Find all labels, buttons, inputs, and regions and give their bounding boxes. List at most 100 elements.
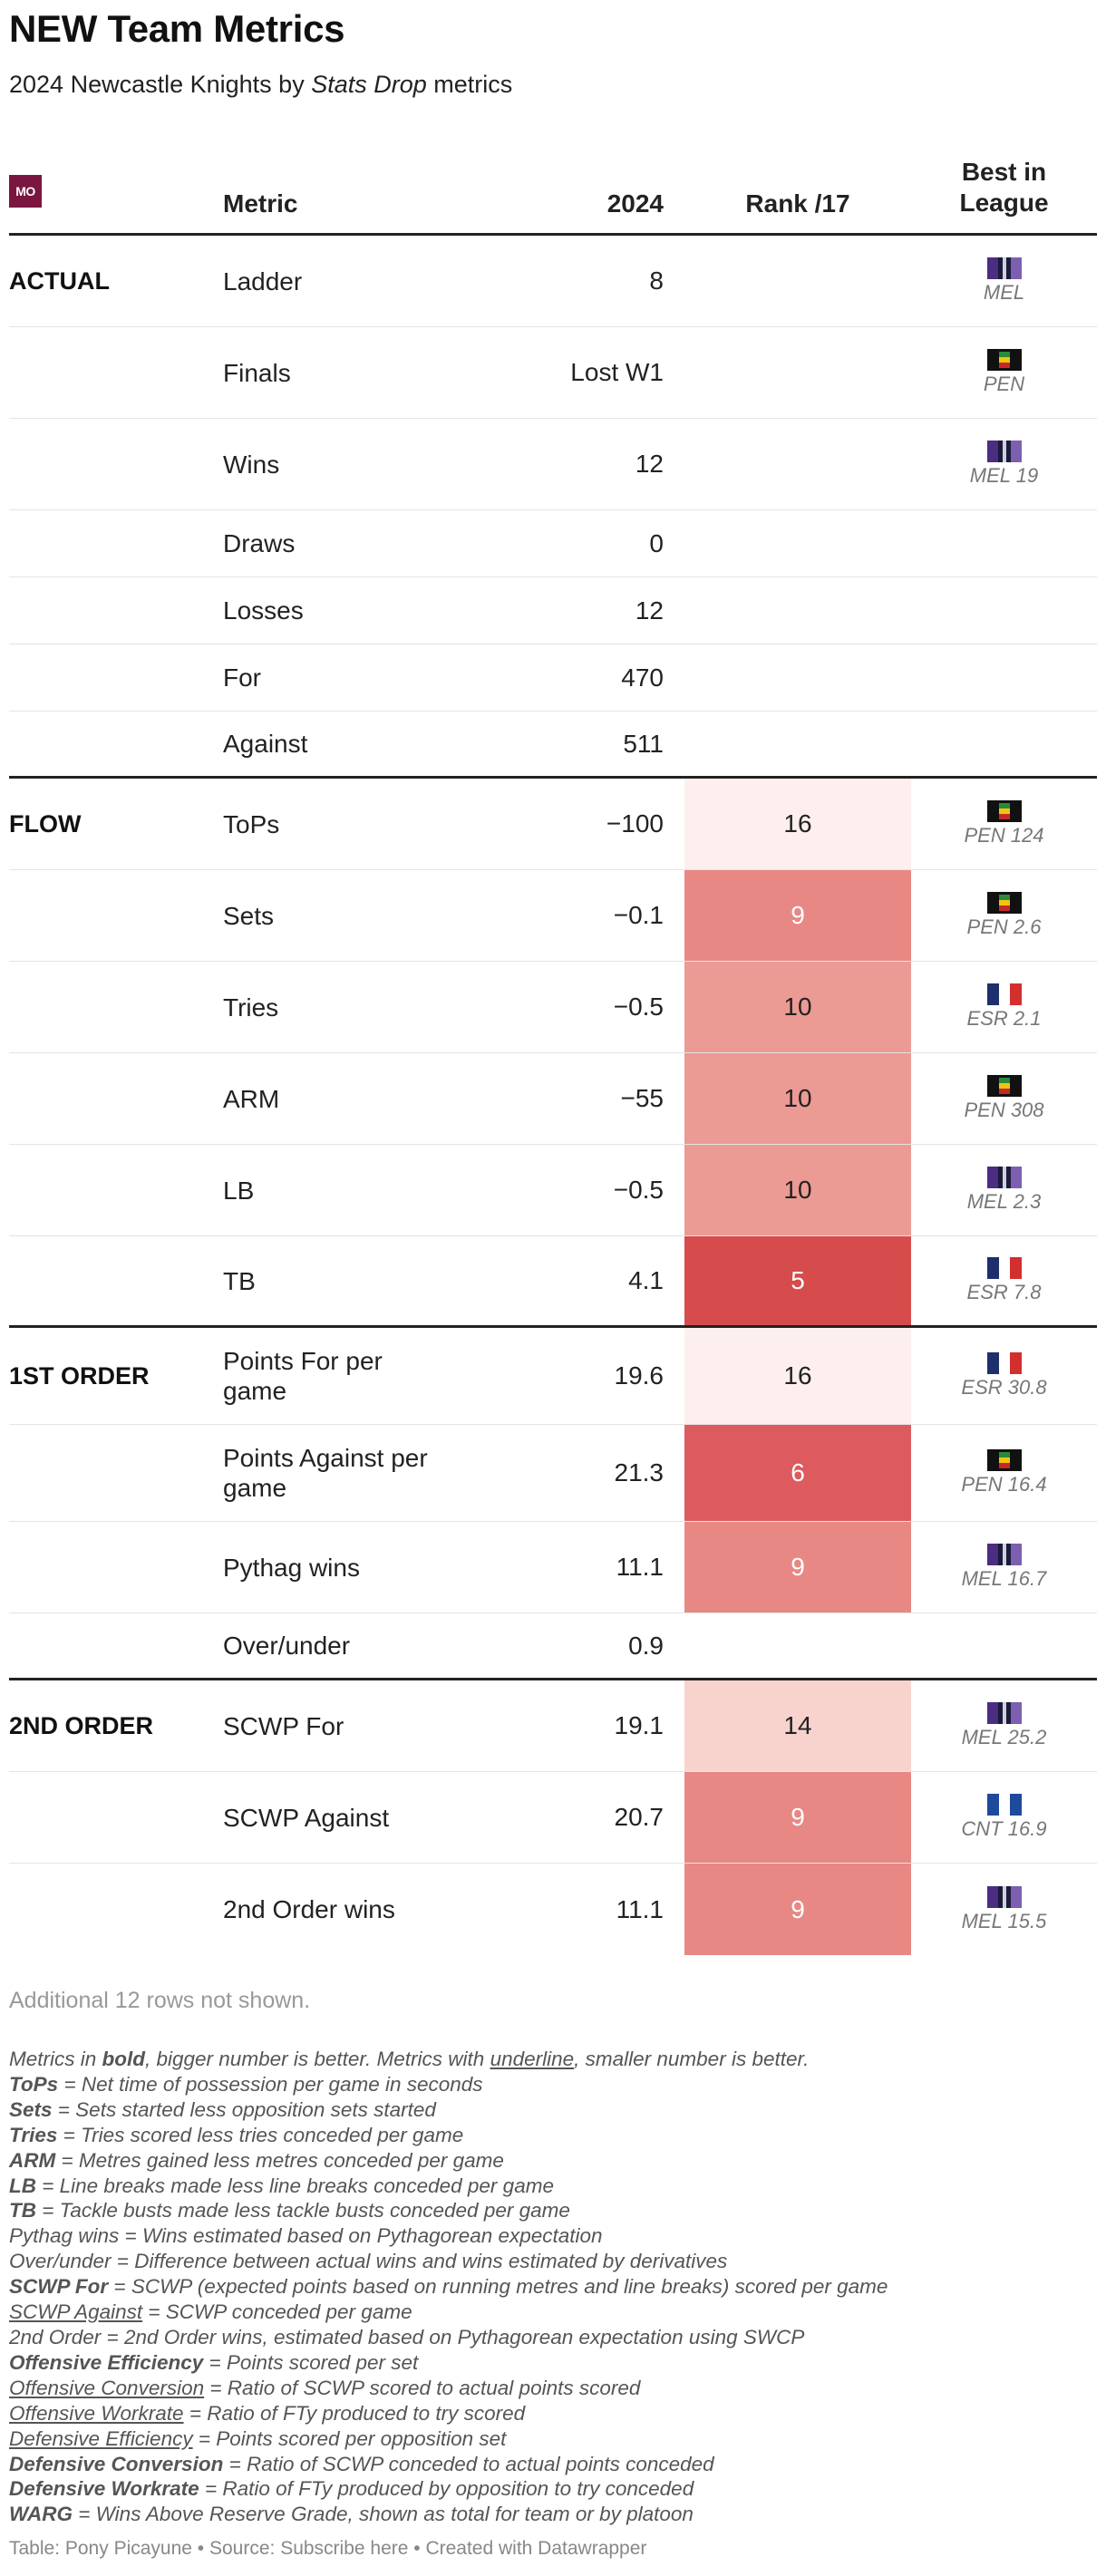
metric-value: −0.5 [613,993,664,1021]
footnote-line: Pythag wins = Wins estimated based on Py… [9,2224,603,2248]
table-row: 1ST ORDER Points For per game 19.6 16 ESR 30… [9,1328,1097,1425]
rank-cell: 9 [684,1522,911,1612]
rank-cell: 9 [684,870,911,961]
metric-value: 20.7 [614,1803,665,1831]
mel-flag-icon [986,1544,1022,1565]
rank-cell: 6 [684,1425,911,1521]
best-in-league: ESR 30.8 [911,1352,1097,1399]
rows-hidden-note: Additional 12 rows not shown. [9,1988,311,2013]
footnote-line: Defensive Workrate = Ratio of FTy produc… [9,2477,694,2501]
table-row: FLOW ToPs −100 16 PEN 124 [9,779,1097,870]
metric-label: LB [223,1176,255,1205]
subtitle: 2024 Newcastle Knights by Stats Drop met… [9,71,513,98]
best-team-label: ESR 7.8 [966,1281,1042,1303]
best-team-label: PEN [983,373,1025,395]
footnote-line: Offensive Efficiency = Points scored per… [9,2350,419,2374]
table-row: 2ND ORDER SCWP For 19.1 14 MEL 25.2 [9,1680,1097,1772]
metric-value: −55 [620,1084,665,1112]
pen-flag-icon [986,1449,1022,1471]
metric-label: Draws [223,529,296,557]
metric-value: 4.1 [628,1266,664,1294]
rank-cell: 9 [684,1772,911,1863]
metric-label: SCWP Against [223,1803,390,1832]
metric-value: −100 [606,809,664,838]
footnote-line: Offensive Conversion = Ratio of SCWP sco… [9,2376,641,2399]
mel-flag-icon [986,1885,1022,1908]
footer-credit: Table: Pony Picayune • Source: Subscribe… [9,2538,647,2559]
best-team-label: PEN 124 [964,824,1044,847]
table-row: Losses 12 [9,577,1097,644]
best-team-label: MEL 15.5 [961,1909,1047,1932]
footnote-line: 2nd Order = 2nd Order wins, estimated ba… [9,2325,805,2348]
table-row: ACTUAL Ladder 8 MEL [9,236,1097,327]
best-in-league: ESR 7.8 [911,1257,1097,1304]
footnote-line: WARG = Wins Above Reserve Grade, shown a… [9,2503,694,2526]
rank-cell: 14 [684,1680,911,1771]
metric-value: 0 [649,528,664,557]
table-row: LB −0.5 10 MEL 2.3 [9,1145,1097,1236]
rank-cell: 9 [684,1864,911,1955]
best-team-label: PEN 2.6 [966,915,1042,938]
best-in-league: MEL 25.2 [911,1702,1097,1749]
footnote-line: SCWP Against = SCWP conceded per game [9,2300,412,2324]
metric-value: 12 [635,450,664,478]
rank-cell: 10 [684,1145,911,1235]
table-row: For 470 [9,644,1097,712]
footnote-line: Offensive Workrate = Ratio of FTy produc… [9,2401,526,2425]
metric-label: For [223,663,261,692]
rank-cell: 10 [684,962,911,1052]
best-team-label: MEL 19 [969,464,1039,487]
footnote-line: ARM = Metres gained less metres conceded… [9,2148,504,2172]
group-label: 2ND ORDER [9,1711,154,1739]
footnote-line: ToPs = Net time of possession per game i… [9,2072,483,2096]
metric-value: −0.1 [613,901,664,929]
metric-value: −0.5 [613,1176,664,1204]
pen-flag-icon [986,349,1022,371]
page-title: NEW Team Metrics [9,7,345,50]
mel-flag-icon [986,1702,1022,1724]
metric-label: ToPs [223,809,280,838]
metric-label: Losses [223,596,304,625]
metric-value: 11.1 [616,1894,664,1923]
footnote-line: TB = Tackle busts made less tackle busts… [9,2199,570,2223]
best-in-league: MEL 15.5 [911,1885,1097,1933]
metric-value: 11.1 [616,1553,664,1581]
esr-flag-icon [986,983,1022,1005]
best-in-league: MEL 2.3 [911,1167,1097,1214]
best-in-league: ESR 2.1 [911,983,1097,1031]
metric-label: Points For per game [223,1347,383,1405]
metric-value: 8 [649,266,664,295]
footnote-line: Tries = Tries scored less tries conceded… [9,2123,464,2146]
table-row: TB 4.1 5 ESR 7.8 [9,1236,1097,1328]
best-team-label: PEN 308 [964,1099,1044,1121]
esr-flag-icon [986,1257,1022,1279]
group-label: ACTUAL [9,266,110,295]
table-row: Finals Lost W1 PEN [9,327,1097,419]
table-row: SCWP Against 20.7 9 CNT 16.9 [9,1772,1097,1864]
cnt-flag-icon [986,1794,1022,1816]
rank-cell: 16 [684,779,911,869]
table-row: Over/under 0.9 [9,1613,1097,1680]
table-row: Against 511 [9,712,1097,779]
table-row: Pythag wins 11.1 9 MEL 16.7 [9,1522,1097,1613]
best-in-league: CNT 16.9 [911,1794,1097,1841]
header-rank: Rank /17 [745,189,850,218]
table-row: 2nd Order wins 11.1 9 MEL 15.5 [9,1864,1097,1955]
best-in-league: PEN [911,349,1097,396]
table-row: Sets −0.1 9 PEN 2.6 [9,870,1097,962]
pen-flag-icon [986,1075,1022,1097]
table-row: Points Against per game 21.3 6 PEN 16.4 [9,1425,1097,1522]
esr-flag-icon [986,1352,1022,1374]
rank-cell: 16 [684,1328,911,1424]
footnote-line: Defensive Efficiency = Points scored per… [9,2426,507,2450]
header-metric: Metric [223,189,298,218]
best-team-label: MEL 16.7 [961,1567,1047,1590]
table-row: Draws 0 [9,510,1097,577]
metric-label: ARM [223,1084,280,1113]
mel-flag-icon [986,257,1022,279]
group-label: FLOW [9,809,82,838]
best-team-label: MEL 25.2 [961,1726,1047,1748]
best-in-league: MEL [911,257,1097,305]
footnote-line: Metrics in bold, bigger number is better… [9,2048,810,2070]
footnote-line: Over/under = Difference between actual w… [9,2250,728,2273]
